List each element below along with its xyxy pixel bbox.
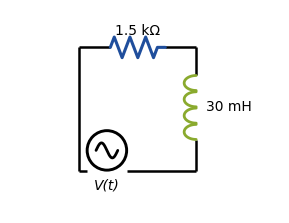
Text: V(t): V(t)	[94, 179, 120, 193]
Text: 1.5 kΩ: 1.5 kΩ	[115, 24, 160, 38]
Text: 30 mH: 30 mH	[206, 101, 251, 114]
